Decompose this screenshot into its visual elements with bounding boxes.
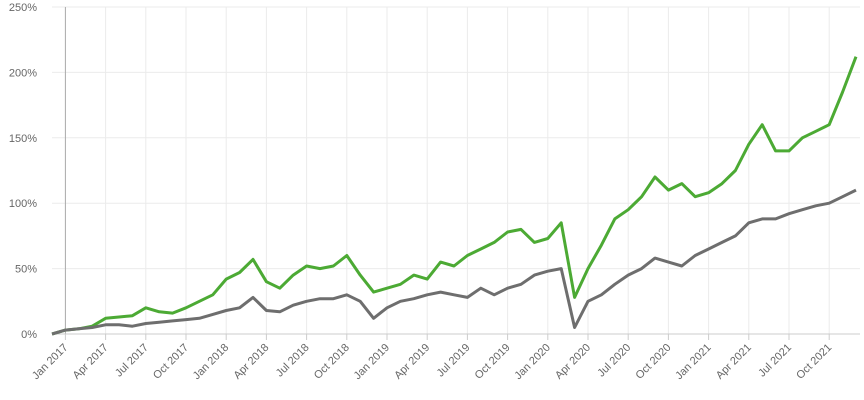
x-tick-label: Jan 2020 [512,342,552,382]
y-tick-label: 150% [9,133,37,145]
x-tick-label: Oct 2017 [151,342,191,382]
x-tick-label: Apr 2019 [392,342,432,382]
x-tick-label: Jul 2017 [113,342,151,380]
x-tick-label: Jan 2017 [30,342,70,382]
series-line [51,188,857,336]
x-tick-label: Jan 2021 [673,342,713,382]
x-tick-label: Oct 2020 [633,342,673,382]
x-tick-label: Apr 2020 [553,342,593,382]
x-tick-label: Apr 2021 [714,342,754,382]
x-tick-label: Jan 2018 [191,342,231,382]
x-tick-label: Jul 2020 [595,342,633,380]
x-tick-label: Jul 2019 [435,342,473,380]
x-tick-label: Jan 2019 [352,342,392,382]
y-tick-label: 50% [15,264,37,276]
y-tick-label: 250% [9,2,37,14]
y-tick-label: 200% [9,67,37,79]
x-tick-label: Jul 2018 [274,342,312,380]
x-tick-label: Oct 2018 [312,342,352,382]
x-tick-label: Apr 2017 [71,342,111,382]
series-line [51,56,858,336]
y-tick-label: 100% [9,198,37,210]
x-tick-label: Jul 2021 [756,342,794,380]
x-tick-label: Oct 2021 [794,342,834,382]
x-tick-label: Apr 2018 [231,342,271,382]
x-tick-label: Oct 2019 [473,342,513,382]
y-tick-label: 0% [21,329,37,341]
